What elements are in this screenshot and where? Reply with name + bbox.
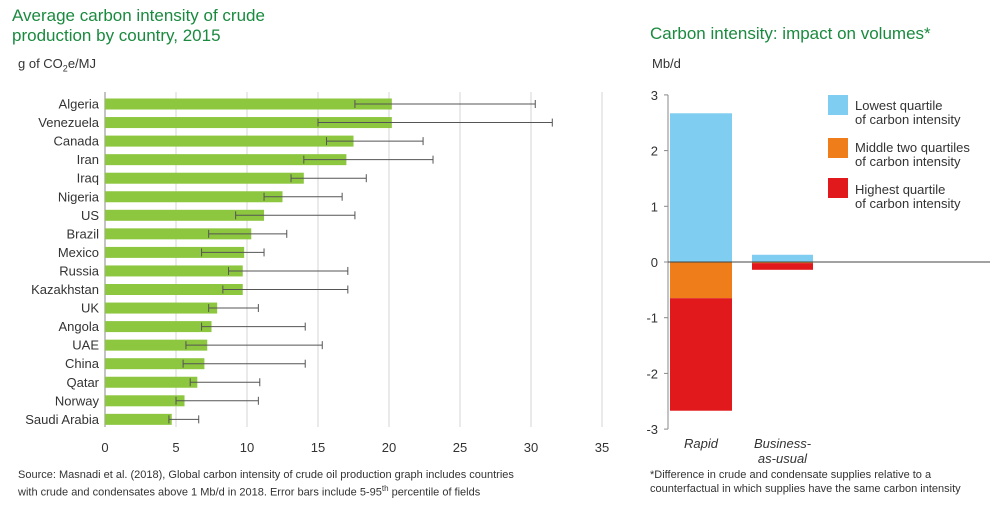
- left-chart-title: Average carbon intensity of crude produc…: [12, 6, 265, 46]
- legend-highest-line1: Highest quartile: [855, 182, 946, 197]
- unit-subscript: 2: [62, 63, 68, 74]
- right-y-tick-label: -2: [646, 366, 658, 381]
- category-label: Nigeria: [58, 189, 100, 204]
- right-y-tick-label: -3: [646, 422, 658, 437]
- category-label: UAE: [72, 338, 99, 353]
- stacked-segment-rapid-2: [670, 298, 732, 411]
- category-label: US: [81, 208, 99, 223]
- right-y-tick-label: 0: [651, 255, 658, 270]
- category-label: Qatar: [66, 375, 99, 390]
- unit-tail: e/MJ: [67, 56, 96, 71]
- bar-uk: [105, 302, 218, 314]
- legend-highest-line2: of carbon intensity: [855, 196, 961, 211]
- bar-algeria: [105, 98, 392, 110]
- stacked-segment-rapid-0: [670, 113, 732, 262]
- right-x-tick-label-line2: as-usual: [758, 451, 808, 466]
- source-note-superscript: th: [381, 484, 389, 493]
- unit-main: g of CO: [18, 56, 63, 71]
- legend-swatch-lowest: [828, 95, 848, 115]
- bar-nigeria: [105, 191, 283, 203]
- right-y-tick-label: 3: [651, 88, 658, 103]
- left-bar-chart: Algeria Venezuela Canada Iran Iraq Nigeria US B…: [25, 92, 609, 455]
- category-label: Brazil: [66, 226, 99, 241]
- right-y-tick-label: -1: [646, 311, 658, 326]
- category-label: Iran: [77, 152, 99, 167]
- right-y-tick-label: 1: [651, 199, 658, 214]
- bar-angola: [105, 321, 212, 333]
- right-x-tick-label: Rapid: [684, 436, 719, 451]
- bar-uae: [105, 339, 208, 351]
- legend-swatch-highest: [828, 178, 848, 198]
- bar-iran: [105, 154, 347, 166]
- stacked-segment-bau-2: [752, 263, 813, 270]
- stacked-segment-rapid-1: [670, 262, 732, 299]
- category-label: Angola: [59, 319, 100, 334]
- left-chart-title-line1: Average carbon intensity of crude: [12, 6, 265, 25]
- category-label: China: [65, 356, 100, 371]
- bar-us: [105, 209, 265, 221]
- legend-middle-line2: of carbon intensity: [855, 154, 961, 169]
- x-tick-label: 20: [382, 440, 396, 455]
- source-note-line2-tail: percentile of fields: [388, 486, 481, 499]
- legend-item-middle: Middle two quartiles of carbon intensity: [855, 141, 970, 169]
- bar-kazakhstan: [105, 284, 243, 295]
- source-note-line2-text: with crude and condensates above 1 Mb/d …: [18, 486, 382, 499]
- bar-russia: [105, 265, 243, 277]
- category-label: Norway: [55, 393, 100, 408]
- right-chart-title: Carbon intensity: impact on volumes*: [650, 24, 931, 43]
- category-label: UK: [81, 301, 99, 316]
- category-label: Algeria: [59, 97, 100, 112]
- category-label: Russia: [59, 263, 100, 278]
- x-tick-label: 15: [311, 440, 325, 455]
- x-tick-label: 30: [524, 440, 538, 455]
- legend-item-lowest: Lowest quartile of carbon intensity: [855, 99, 961, 127]
- legend-middle-line1: Middle two quartiles: [855, 140, 970, 155]
- source-note-line2: with crude and condensates above 1 Mb/d …: [18, 482, 618, 500]
- bar-china: [105, 358, 205, 370]
- legend-swatch-middle: [828, 138, 848, 158]
- left-chart-title-line2: production by country, 2015: [12, 26, 221, 45]
- x-tick-label: 10: [240, 440, 254, 455]
- category-label: Mexico: [58, 245, 99, 260]
- x-tick-label: 35: [595, 440, 609, 455]
- legend-item-highest: Highest quartile of carbon intensity: [855, 183, 961, 211]
- x-tick-label: 5: [172, 440, 179, 455]
- left-chart-source-note: Source: Masnadi et al. (2018), Global ca…: [18, 468, 618, 500]
- bar-venezuela: [105, 117, 392, 129]
- stacked-segment-bau-1: [752, 262, 813, 264]
- bar-norway: [105, 395, 185, 407]
- footnote-line1: *Difference in crude and condensate supp…: [650, 469, 932, 481]
- x-tick-label: 25: [453, 440, 467, 455]
- category-label: Venezuela: [38, 115, 99, 130]
- footnote-line2: counterfactual in which supplies have th…: [650, 483, 961, 495]
- bar-iraq: [105, 172, 304, 184]
- legend-lowest-line2: of carbon intensity: [855, 112, 961, 127]
- bar-qatar: [105, 376, 198, 388]
- legend-lowest-line1: Lowest quartile: [855, 98, 943, 113]
- bar-mexico: [105, 246, 245, 258]
- bar-saudi-arabia: [105, 413, 172, 425]
- right-chart-footnote: *Difference in crude and condensate supp…: [650, 468, 995, 496]
- source-note-line1: Source: Masnadi et al. (2018), Global ca…: [18, 469, 514, 481]
- bar-brazil: [105, 228, 252, 240]
- category-label: Saudi Arabia: [25, 412, 99, 427]
- category-label: Canada: [53, 134, 99, 149]
- left-chart-unit: g of CO2e/MJ: [18, 56, 96, 74]
- category-label: Iraq: [77, 171, 99, 186]
- right-y-tick-label: 2: [651, 144, 658, 159]
- stacked-segment-bau-0: [752, 254, 813, 262]
- category-label: Kazakhstan: [31, 282, 99, 297]
- right-chart-unit: Mb/d: [652, 56, 681, 71]
- bar-canada: [105, 135, 354, 147]
- right-stacked-bar-chart: 3 2 1 0 -1 -2 -3 Rapid Business-as-usual: [646, 88, 990, 466]
- right-x-tick-label: Business-: [754, 436, 812, 451]
- x-tick-label: 0: [101, 440, 108, 455]
